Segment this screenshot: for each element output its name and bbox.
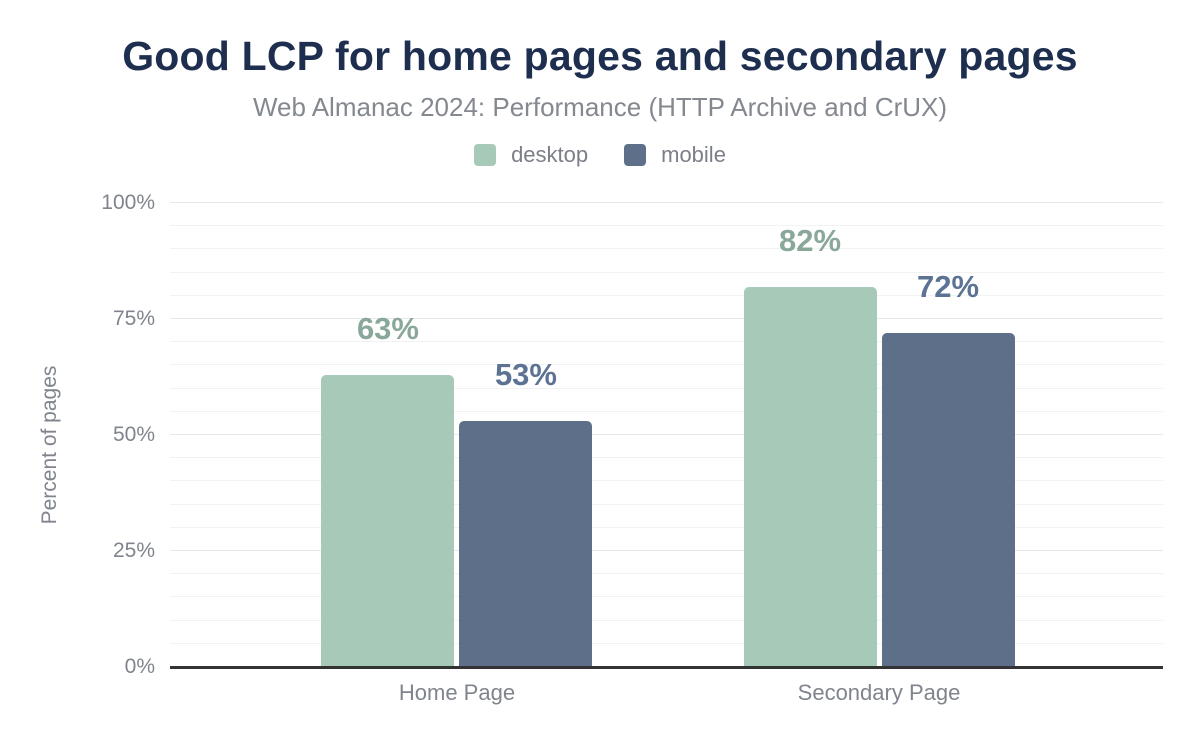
gridline-25: [170, 550, 1163, 551]
legend-label-desktop: desktop: [511, 142, 589, 167]
gridline-50: [170, 434, 1163, 435]
gridline-30: [170, 526, 1163, 528]
gridline-100: [170, 202, 1163, 203]
gridline-40: [170, 480, 1163, 482]
y-axis-title: Percent of pages: [38, 365, 61, 525]
chart-legend: desktop mobile: [0, 142, 1200, 168]
legend-swatch-desktop-icon: [474, 144, 497, 166]
legend-item-mobile: mobile: [624, 142, 726, 168]
gridline-75: [170, 318, 1163, 319]
gridline-60: [170, 387, 1163, 389]
gridline-45: [170, 457, 1163, 459]
bar-mobile-secondary-page: [881, 332, 1015, 667]
bar-desktop-home-page: [321, 374, 455, 667]
value-label-desktop-home-page: 63%: [356, 310, 419, 346]
gridline-35: [170, 503, 1163, 505]
gridline-15: [170, 596, 1163, 598]
y-tick-label-25: 25%: [112, 539, 155, 562]
y-tick-label-75: 75%: [112, 307, 155, 330]
gridline-65: [170, 364, 1163, 366]
gridline-10: [170, 619, 1163, 621]
gridline-70: [170, 341, 1163, 343]
value-label-mobile-secondary-page: 72%: [916, 268, 980, 304]
plot-area: 63% 53% 82% 72%: [170, 202, 1163, 669]
legend-swatch-mobile-icon: [624, 144, 647, 166]
bar-mobile-home-page: [459, 421, 593, 667]
legend-item-desktop: desktop: [474, 142, 588, 168]
gridline-90: [170, 248, 1163, 250]
value-label-mobile-home-page: 53%: [494, 357, 557, 393]
gridline-5: [170, 642, 1163, 644]
gridline-85: [170, 271, 1163, 273]
chart-subtitle: Web Almanac 2024: Performance (HTTP Arch…: [252, 92, 948, 122]
y-tick-label-100: 100%: [101, 191, 155, 214]
x-axis-labels: Home Page Secondary Page: [170, 676, 1163, 716]
gridline-55: [170, 410, 1163, 412]
y-tick-label-50: 50%: [112, 423, 155, 446]
x-tick-label-home-page: Home Page: [398, 680, 516, 705]
x-tick-label-secondary-page: Secondary Page: [797, 680, 961, 705]
value-label-desktop-secondary-page: 82%: [778, 222, 842, 258]
x-axis-line: [170, 666, 1163, 669]
y-tick-label-0: 0%: [124, 655, 155, 678]
legend-label-mobile: mobile: [661, 142, 726, 167]
gridline-20: [170, 573, 1163, 575]
bar-desktop-secondary-page: [743, 286, 877, 667]
gridline-80: [170, 294, 1163, 296]
gridline-95: [170, 225, 1163, 227]
chart-title: Good LCP for home pages and secondary pa…: [122, 33, 1078, 79]
